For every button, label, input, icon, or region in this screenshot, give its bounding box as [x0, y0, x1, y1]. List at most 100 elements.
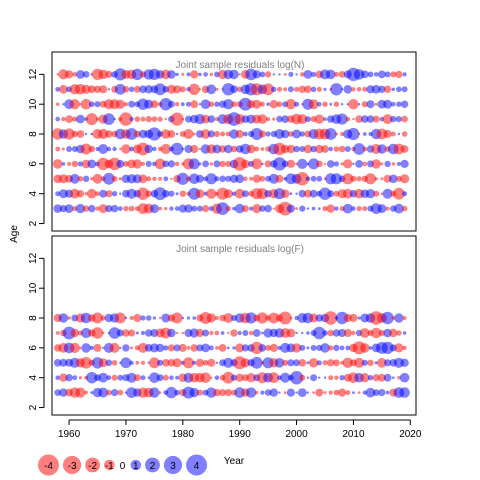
bubble-top: [328, 146, 334, 152]
bubble-bottom: [218, 344, 227, 352]
bubble-bottom: [245, 387, 257, 398]
x-tick-label: 2000: [285, 429, 308, 440]
bubble-bottom: [80, 312, 92, 324]
bubble-top: [203, 72, 208, 77]
panel-bottom-title: Joint sample residuals log(F): [176, 244, 304, 255]
bubble-bottom: [111, 389, 119, 397]
bubble-top: [326, 160, 335, 168]
bubble-bottom: [190, 344, 198, 352]
bubble-bottom: [196, 389, 203, 396]
bubble-bottom: [111, 374, 118, 381]
bubble-bottom: [140, 315, 146, 321]
bubble-top: [373, 190, 380, 197]
bubble-top: [108, 157, 121, 171]
bubble-top: [87, 159, 97, 169]
bubble-top: [395, 70, 403, 78]
y-axis-top: 2 4 6 8 10 12: [28, 68, 45, 226]
bubble-top: [111, 175, 118, 182]
bubble-top: [385, 206, 390, 211]
bubble-top: [105, 130, 113, 138]
bubble-top: [205, 173, 217, 185]
bubble-bottom: [223, 313, 234, 323]
bubble-top: [249, 206, 254, 211]
x-tick-label: 1980: [172, 429, 195, 440]
bubble-bottom: [167, 344, 175, 352]
bubble-top: [390, 131, 396, 137]
bubble-top: [303, 144, 313, 154]
bubble-bottom: [235, 343, 245, 353]
bubble-top: [258, 130, 266, 138]
bubble-top: [56, 73, 59, 76]
bubble-top: [198, 103, 202, 106]
bubble-bottom: [133, 374, 141, 382]
bubble-top: [128, 100, 136, 108]
bubble-top: [65, 70, 74, 79]
bubble-top: [286, 144, 296, 154]
bubble-bottom: [245, 312, 257, 324]
bubble-bottom: [102, 346, 105, 350]
bubble-bottom: [195, 328, 204, 338]
bubble-top: [113, 117, 116, 121]
bubble-bottom: [291, 343, 302, 353]
bubble-bottom: [297, 388, 307, 397]
bubble-top: [259, 101, 265, 107]
legend-bubble: [186, 454, 208, 476]
bubble-top: [220, 131, 226, 137]
bubble-bottom: [394, 343, 404, 353]
bubble-top: [92, 173, 103, 184]
bubble-top: [69, 99, 80, 110]
bubble-top: [188, 173, 200, 185]
bubble-top: [58, 189, 68, 199]
legend-bubble: [163, 455, 183, 475]
bubble-bottom: [357, 316, 361, 320]
bubble-bottom: [59, 373, 68, 382]
bubble-top: [360, 70, 369, 79]
bubble-top: [55, 191, 61, 197]
y-tick-label: 12: [28, 68, 39, 80]
bubble-top: [215, 87, 219, 91]
bubble-bottom: [89, 345, 94, 350]
bubble-bottom: [78, 376, 82, 380]
bubble-bottom: [260, 390, 265, 395]
bubble-top: [304, 116, 311, 123]
bubble-bottom: [289, 371, 304, 385]
bubble-top: [393, 187, 405, 200]
bubble-top: [219, 160, 226, 168]
y-tick-label: 12: [28, 252, 39, 264]
bubble-bottom: [256, 312, 268, 324]
bubble-bottom: [206, 387, 217, 398]
bubble-top: [158, 176, 163, 181]
bubble-top: [207, 115, 216, 123]
bubble-bottom: [339, 375, 345, 381]
bubble-bottom: [280, 372, 291, 383]
bubble-top: [276, 101, 283, 107]
bubble-bottom: [109, 342, 120, 353]
bubble-bottom: [59, 388, 68, 397]
bubble-top: [225, 205, 231, 212]
bubble-top: [121, 144, 131, 154]
bubble-top: [362, 206, 368, 212]
bubble-bottom: [173, 344, 181, 352]
bubble-bottom: [269, 343, 278, 352]
bubble-top: [333, 101, 340, 107]
bubble-bottom: [149, 357, 160, 369]
bubble-bottom: [84, 390, 88, 395]
y-tick-label: 4: [28, 374, 39, 380]
bubble-bottom: [81, 343, 91, 353]
bubble-bottom: [252, 329, 261, 337]
bubble-bottom: [100, 315, 106, 321]
bubble-bottom: [108, 327, 121, 339]
bubble-bottom: [278, 311, 292, 325]
bubble-bottom: [122, 329, 130, 337]
legend-label: -4: [44, 461, 53, 472]
bubble-top: [309, 189, 318, 198]
bubble-top: [357, 103, 361, 106]
bubble-top: [126, 188, 137, 199]
bubble-top: [241, 159, 250, 169]
bubble-top: [344, 146, 351, 152]
bubble-top: [214, 176, 220, 182]
bubble-top: [353, 143, 365, 155]
bubble-bottom: [183, 357, 194, 369]
bubble-bottom: [248, 330, 254, 336]
bubble-top: [61, 116, 66, 122]
